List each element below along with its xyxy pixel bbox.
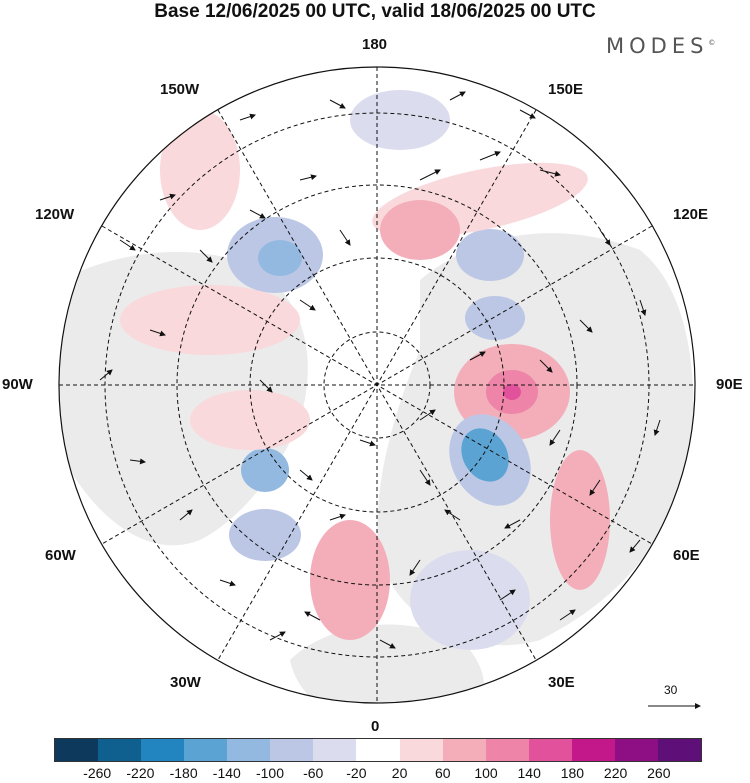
lon-label-60w: 60W xyxy=(45,547,76,564)
modes-logo: MODES© xyxy=(606,34,716,58)
land-eurasia xyxy=(377,233,694,646)
colorbar-swatch xyxy=(313,739,357,761)
anomaly-blob xyxy=(342,342,398,398)
colorbar-tick-label: 260 xyxy=(647,765,671,781)
anomaly-blob xyxy=(503,384,521,400)
colorbar-tick-label: -180 xyxy=(169,765,198,781)
reference-vector-label: 30 xyxy=(664,683,678,697)
colorbar-swatch xyxy=(356,739,400,761)
map-title: Base 12/06/2025 00 UTC, valid 18/06/2025… xyxy=(154,1,596,22)
colorbar-swatch xyxy=(442,739,486,761)
colorbar-tick-label: -100 xyxy=(255,765,285,781)
colorbar-tick-label: 100 xyxy=(474,765,498,781)
colorbar-swatch xyxy=(657,739,701,761)
anomaly-blob xyxy=(465,296,525,340)
lon-label-0: 0 xyxy=(371,718,380,735)
colorbar-tick-label: 60 xyxy=(435,765,451,781)
colorbar-tick-label: -260 xyxy=(83,765,112,781)
land-africa xyxy=(290,624,484,703)
anomaly-blob xyxy=(456,229,524,281)
anomaly-blob xyxy=(350,90,450,150)
anomaly-blob xyxy=(310,520,390,640)
wind-vectors xyxy=(99,91,661,649)
colorbar-tick-label: 220 xyxy=(603,765,628,781)
map-border xyxy=(58,66,696,704)
lon-label-30e: 30E xyxy=(548,674,575,691)
lon-label-60e: 60E xyxy=(673,547,700,564)
lon-label-150w: 150W xyxy=(160,81,200,98)
colorbar-swatch xyxy=(571,739,615,761)
colorbar-tick-label: -220 xyxy=(126,765,155,781)
colorbar-swatch xyxy=(141,739,185,761)
anomaly-blob xyxy=(380,200,460,260)
anomaly-blob xyxy=(190,390,310,450)
anomaly-blob xyxy=(550,450,610,590)
graticule xyxy=(59,67,695,703)
colorbar-swatch xyxy=(528,739,572,761)
colorbar-tick-label: 180 xyxy=(560,765,585,781)
colorbar xyxy=(54,738,702,762)
anomaly-blob xyxy=(461,428,509,482)
lon-label-30w: 30W xyxy=(170,674,201,691)
lon-label-120e: 120E xyxy=(673,206,709,223)
colorbar-tick-label: -60 xyxy=(303,765,324,781)
colorbar-swatch xyxy=(485,739,529,761)
colorbar-swatch xyxy=(270,739,314,761)
colorbar-tick-label: 20 xyxy=(391,765,408,781)
colorbar-swatch xyxy=(55,739,99,761)
colorbar-swatch xyxy=(184,739,228,761)
colorbar-swatch xyxy=(614,739,658,761)
anomaly-blob xyxy=(241,448,289,492)
colorbar-tick-label: 140 xyxy=(517,765,541,781)
colorbar-swatch xyxy=(98,739,142,761)
lon-label-90w: 90W xyxy=(2,376,33,393)
colorbar-swatch xyxy=(227,739,271,761)
anomaly-blob xyxy=(120,285,300,355)
colorbar-tick-label: -20 xyxy=(346,765,367,781)
anomaly-blob xyxy=(258,240,302,276)
lon-label-120w: 120W xyxy=(35,206,75,223)
colorbar-tick-label: -140 xyxy=(212,765,241,781)
lon-label-150e: 150E xyxy=(548,81,584,98)
colorbar-swatch xyxy=(399,739,443,761)
lon-label-90e: 90E xyxy=(716,376,743,393)
anomaly-blob xyxy=(410,550,530,650)
anomaly-blob xyxy=(160,110,240,230)
lon-label-180: 180 xyxy=(362,36,388,53)
